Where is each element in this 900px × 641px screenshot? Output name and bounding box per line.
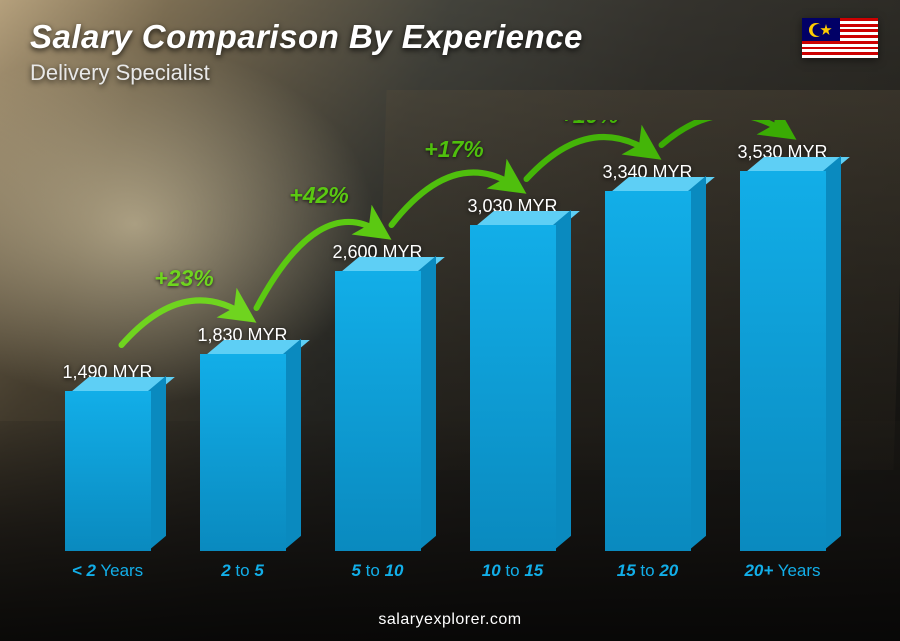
bar-3d [605,191,691,551]
bar-3d [335,271,421,551]
category-label: 5 to 10 [310,561,445,581]
category-label: 2 to 5 [175,561,310,581]
bar-group: 3,030 MYR [445,120,580,551]
bar-3d [65,391,151,551]
footer-attribution: salaryexplorer.com [0,611,900,629]
page-title: Salary Comparison By Experience [30,18,583,56]
category-label: 10 to 15 [445,561,580,581]
bars-container: 1,490 MYR 1,830 MYR 2,600 MYR [40,120,850,551]
bar-3d [200,354,286,551]
bar-group: 3,530 MYR [715,120,850,551]
page-subtitle: Delivery Specialist [30,60,583,86]
title-block: Salary Comparison By Experience Delivery… [30,18,583,86]
bar-group: 2,600 MYR [310,120,445,551]
malaysia-flag-icon [802,18,878,58]
bar-3d [470,225,556,551]
bar-group: 1,830 MYR [175,120,310,551]
category-label: 20+ Years [715,561,850,581]
salary-bar-chart: 1,490 MYR 1,830 MYR 2,600 MYR [40,120,850,581]
category-labels-row: < 2 Years2 to 55 to 1010 to 1515 to 2020… [40,561,850,581]
category-label: < 2 Years [40,561,175,581]
bar-3d [740,171,826,551]
category-label: 15 to 20 [580,561,715,581]
bar-group: 3,340 MYR [580,120,715,551]
bar-group: 1,490 MYR [40,120,175,551]
